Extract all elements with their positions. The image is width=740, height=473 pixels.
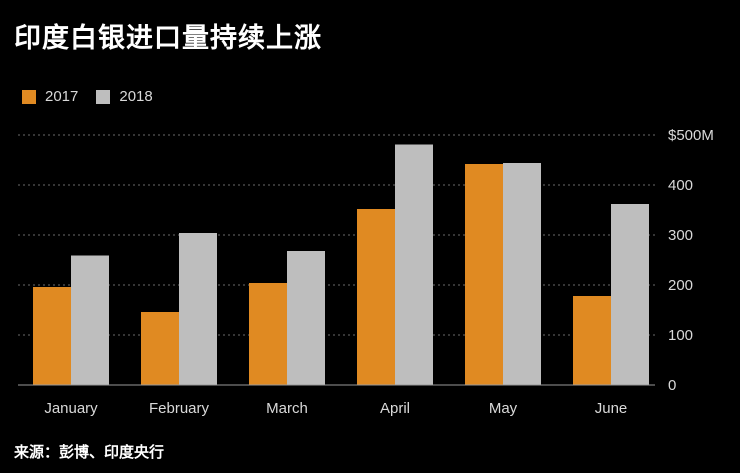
bar-2018-january (71, 255, 109, 385)
legend-swatch-2018 (96, 89, 111, 104)
chart-title: 印度白银进口量持续上涨 (14, 23, 322, 54)
legend-label-2017: 2017 (45, 88, 79, 105)
y-tick-label: $500M (668, 127, 714, 144)
y-tick-label: 200 (668, 277, 693, 294)
x-tick-label: March (266, 400, 308, 417)
x-tick-label: April (380, 400, 410, 417)
y-tick-label: 0 (668, 377, 676, 394)
bar-2018-june (611, 204, 649, 385)
bar-2018-may (503, 163, 541, 385)
bar-2017-may (465, 164, 503, 385)
source-note: 来源：彭博、印度央行 (14, 443, 165, 461)
legend: 2017 2018 (22, 88, 171, 105)
x-tick-label: February (149, 400, 210, 417)
legend-swatch-2017 (22, 89, 36, 104)
bar-2017-february (141, 312, 179, 385)
y-tick-label: 400 (668, 177, 693, 194)
legend-item-2017: 2017 (22, 88, 78, 105)
bar-2017-april (357, 209, 395, 385)
bar-2017-january (33, 287, 71, 385)
y-tick-label: 100 (668, 327, 693, 344)
y-tick-label: 300 (668, 227, 693, 244)
bar-2017-june (573, 296, 611, 385)
bar-2018-march (287, 251, 325, 385)
bar-2018-april (395, 144, 433, 385)
x-tick-label: May (489, 400, 518, 417)
x-tick-label: June (595, 400, 628, 417)
legend-label-2018: 2018 (119, 88, 153, 105)
x-tick-label: January (44, 400, 98, 417)
bar-2018-february (179, 233, 217, 385)
legend-item-2018: 2018 (96, 88, 153, 105)
bar-2017-march (249, 283, 287, 385)
